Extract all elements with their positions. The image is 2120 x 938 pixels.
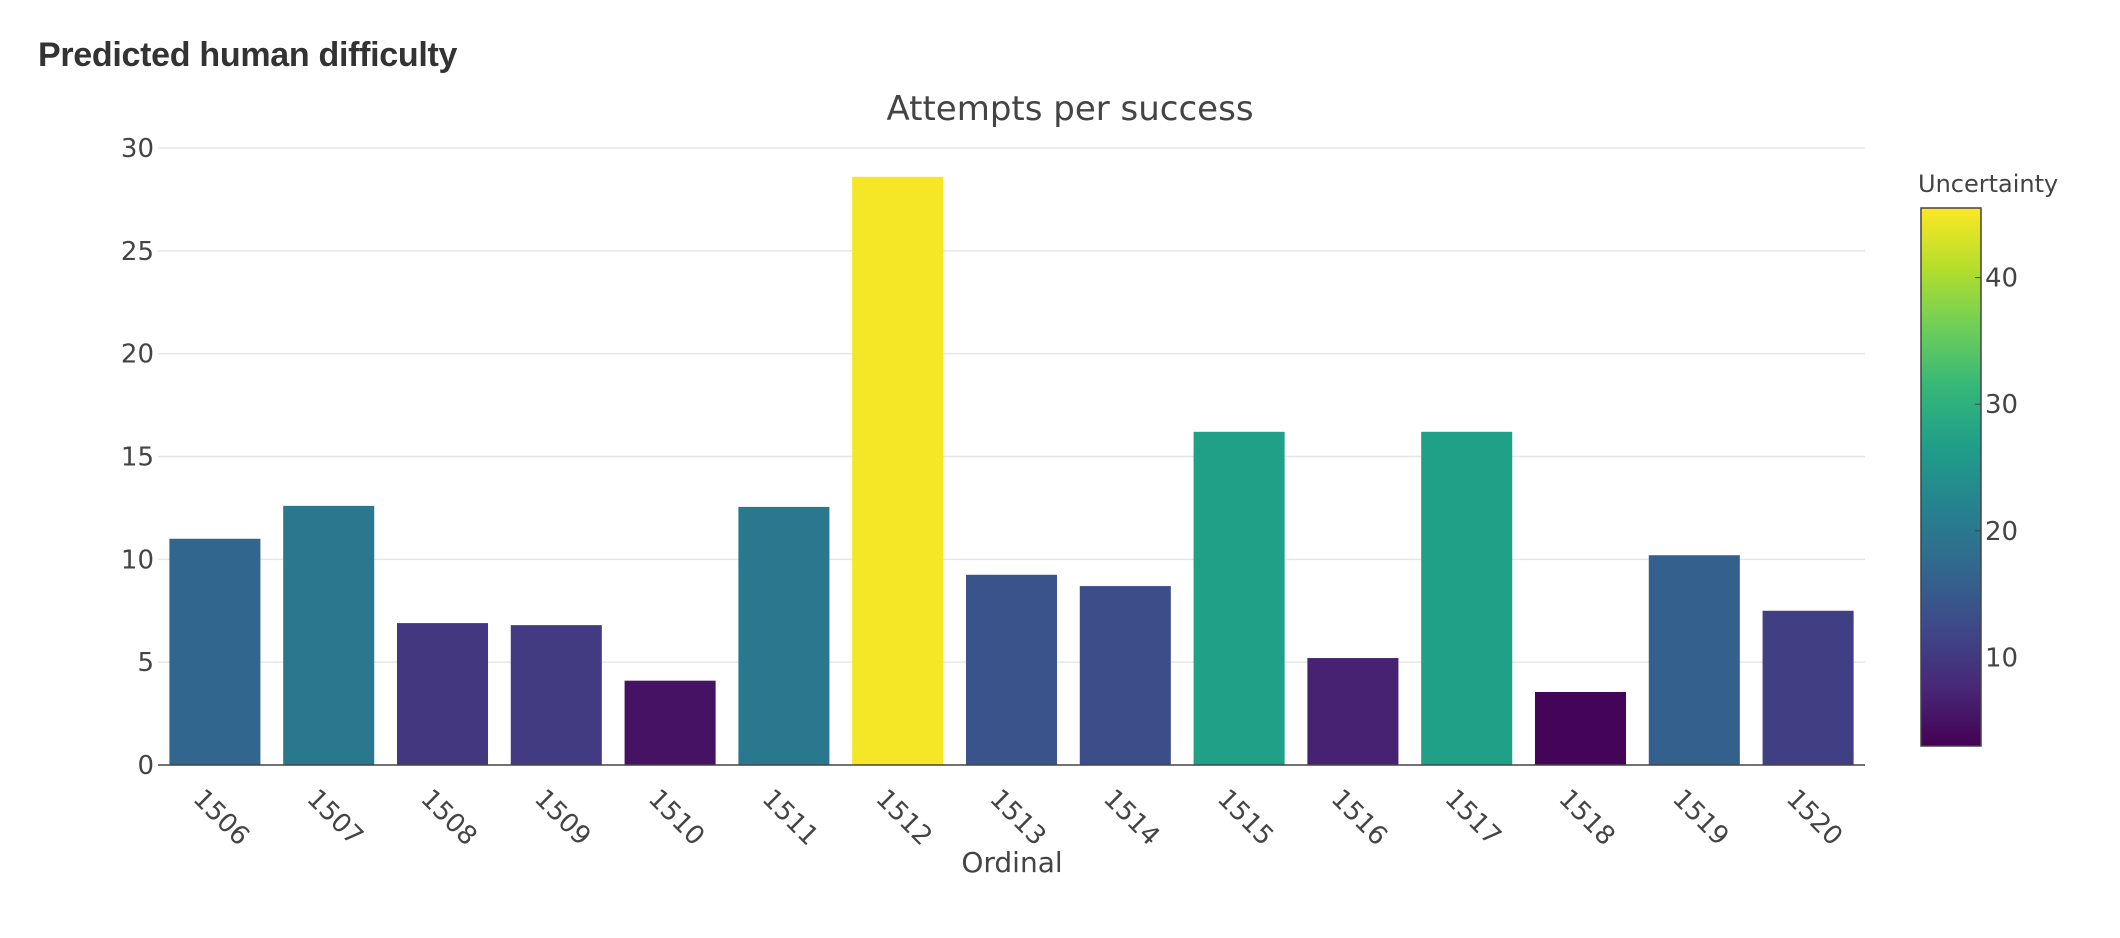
- x-tick-label: 1509: [528, 784, 596, 852]
- bar-1513[interactable]: [965, 574, 1058, 765]
- bar-1508[interactable]: [396, 623, 489, 765]
- y-tick-label: 10: [121, 545, 154, 575]
- y-tick-label: 15: [121, 443, 154, 473]
- colorbar-title: Uncertainty: [1918, 170, 2058, 198]
- colorbar-gradient-bar: [1920, 207, 1982, 747]
- bar-1510[interactable]: [624, 680, 716, 765]
- y-tick-label: 30: [121, 134, 154, 164]
- colorbar-tick-label: 30: [1985, 390, 2018, 420]
- bar-1515[interactable]: [1193, 431, 1285, 765]
- x-tick-label: 1519: [1666, 784, 1734, 852]
- x-tick-label: 1515: [1211, 784, 1279, 852]
- bar-1516[interactable]: [1307, 658, 1399, 765]
- x-axis-label: Ordinal: [961, 846, 1062, 879]
- colorbar-tick-label: 40: [1985, 264, 2018, 294]
- x-tick-label: 1514: [1097, 784, 1165, 852]
- bar-1511[interactable]: [738, 506, 830, 765]
- bar-1512[interactable]: [852, 176, 944, 765]
- x-tick-label: 1508: [415, 784, 483, 852]
- colorbar-tick-label: 20: [1985, 517, 2018, 547]
- y-tick-label: 0: [137, 751, 154, 781]
- colorbar-ticks: 10 20 30 40: [1975, 264, 2018, 673]
- x-tick-label: 1513: [984, 784, 1052, 852]
- bar-1517[interactable]: [1421, 431, 1513, 765]
- y-tick-label: 20: [121, 340, 154, 370]
- bar-1520[interactable]: [1762, 610, 1854, 765]
- bar-1506[interactable]: [169, 538, 261, 765]
- bar-1514[interactable]: [1079, 586, 1171, 765]
- y-tick-label: 25: [121, 237, 154, 267]
- x-tick-label: 1506: [187, 784, 255, 852]
- colorbar-tick-label: 10: [1985, 643, 2018, 673]
- x-tick-label: 1507: [301, 784, 369, 852]
- x-tick-label: 1511: [756, 784, 824, 852]
- bar-1509[interactable]: [510, 625, 602, 765]
- y-axis-ticks: 0 5 10 15 20 25 30: [121, 134, 154, 781]
- x-tick-label: 1512: [870, 784, 938, 852]
- bar-1519[interactable]: [1648, 555, 1740, 765]
- x-tick-label: 1510: [642, 784, 710, 852]
- y-tick-label: 5: [137, 648, 154, 678]
- bar-1518[interactable]: [1534, 691, 1627, 765]
- colorbar: Uncertainty 10 20 30 40: [1918, 170, 2058, 747]
- x-tick-label: 1520: [1780, 784, 1848, 852]
- x-tick-label: 1518: [1553, 784, 1621, 852]
- x-tick-label: 1517: [1439, 784, 1507, 852]
- page-heading: Predicted human difficulty: [38, 36, 458, 74]
- x-axis-ticks: 1506 1507 1508 1509 1510 1511 1512 1513 1514 1515…: [187, 784, 1848, 852]
- chart-title: Attempts per success: [886, 89, 1253, 129]
- x-tick-label: 1516: [1325, 784, 1393, 852]
- bars: [169, 176, 1854, 765]
- bar-1507[interactable]: [283, 505, 375, 765]
